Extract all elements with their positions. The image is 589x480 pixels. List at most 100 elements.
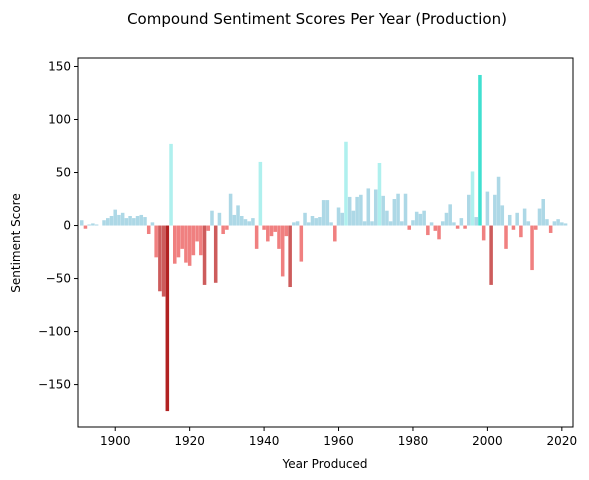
bar-1903 — [124, 218, 129, 226]
bar-2012 — [530, 225, 534, 271]
bar-1948 — [292, 222, 296, 226]
bar-2015 — [541, 199, 545, 226]
y-tick-label: 100 — [48, 113, 71, 127]
bar-1993 — [459, 218, 464, 226]
bar-2016 — [545, 219, 549, 226]
bar-1992 — [455, 225, 460, 229]
bar-1925 — [206, 225, 211, 231]
bar-1973 — [385, 210, 389, 226]
bar-1986 — [433, 225, 438, 231]
bar-1933 — [236, 205, 240, 226]
bar-1976 — [396, 193, 400, 226]
bar-1957 — [325, 200, 330, 226]
bar-2006 — [507, 214, 512, 226]
bar-1944 — [277, 225, 281, 249]
bar-1912 — [158, 225, 162, 292]
bar-2020 — [560, 222, 564, 226]
y-tick-label: −100 — [38, 325, 71, 339]
bar-1895 — [94, 224, 99, 226]
bar-1984 — [426, 225, 430, 236]
x-tick-label: 1960 — [323, 434, 354, 448]
bar-1989 — [444, 212, 449, 226]
bar-1916 — [172, 225, 177, 264]
bar-1905 — [132, 218, 136, 226]
bar-1966 — [359, 194, 363, 226]
bar-2007 — [511, 225, 516, 230]
bar-1911 — [154, 225, 158, 258]
y-tick-label: 150 — [48, 59, 71, 73]
bar-1960 — [336, 207, 341, 226]
y-tick-label: −50 — [46, 272, 71, 286]
bar-1928 — [217, 212, 222, 226]
bar-1994 — [463, 225, 467, 229]
bar-1951 — [303, 212, 307, 226]
bar-1908 — [143, 217, 147, 226]
plot-frame — [77, 57, 574, 428]
bar-1921 — [191, 225, 196, 256]
bar-1990 — [448, 204, 452, 226]
bar-2010 — [522, 208, 527, 226]
bar-1922 — [195, 225, 199, 242]
x-tick-label: 2000 — [472, 434, 503, 448]
bar-1892 — [83, 225, 88, 229]
bar-1904 — [128, 215, 132, 226]
bar-2000 — [485, 191, 490, 226]
x-tick-label: 1900 — [100, 434, 131, 448]
bar-2011 — [526, 221, 531, 226]
x-tick-label: 1940 — [249, 434, 280, 448]
bar-2009 — [519, 225, 523, 238]
bar-1983 — [422, 210, 426, 226]
bar-1907 — [139, 214, 144, 226]
bar-2021 — [563, 223, 568, 226]
bar-2019 — [556, 219, 560, 226]
bar-2017 — [548, 225, 553, 233]
bar-1910 — [150, 222, 155, 226]
bar-1939 — [258, 161, 263, 226]
bar-1997 — [474, 217, 479, 226]
bar-1970 — [373, 189, 378, 226]
bar-1942 — [269, 225, 274, 237]
bar-1919 — [184, 225, 188, 263]
bar-1981 — [414, 211, 419, 226]
y-tick-label: −150 — [38, 378, 71, 392]
bar-1897 — [102, 220, 106, 226]
bar-1974 — [388, 221, 393, 226]
bar-1962 — [344, 141, 348, 226]
bar-1927 — [213, 225, 218, 283]
y-tick-label: 0 — [63, 219, 71, 233]
bar-1977 — [400, 221, 404, 226]
bar-1998 — [478, 74, 482, 226]
bar-1943 — [273, 225, 278, 232]
bar-1975 — [392, 199, 397, 226]
bar-1932 — [232, 214, 237, 226]
bar-1996 — [470, 171, 475, 226]
bar-1958 — [329, 222, 333, 226]
bar-1913 — [161, 225, 166, 297]
bar-2003 — [496, 176, 501, 226]
bar-1971 — [377, 162, 382, 226]
bar-1935 — [243, 219, 248, 226]
y-tick-label: 50 — [56, 166, 71, 180]
x-axis: 1900 1920 1940 1960 1980 2000 2020 — [100, 427, 577, 448]
bar-1940 — [262, 225, 266, 230]
bar-1891 — [79, 220, 84, 226]
chart-title: Compound Sentiment Scores Per Year (Prod… — [127, 10, 507, 28]
bar-1923 — [199, 225, 203, 256]
bar-1929 — [221, 225, 225, 235]
bar-1980 — [411, 220, 415, 226]
x-axis-label: Year Produced — [281, 457, 367, 471]
bar-2013 — [534, 225, 538, 230]
bar-1978 — [403, 193, 408, 226]
bar-1899 — [109, 215, 114, 226]
bar-1901 — [117, 214, 121, 226]
bar-1937 — [251, 218, 255, 226]
bar-1953 — [310, 215, 315, 226]
bar-1963 — [347, 196, 352, 226]
bar-1941 — [266, 225, 270, 242]
bar-1946 — [284, 225, 289, 237]
bar-1956 — [321, 200, 326, 226]
bar-1995 — [467, 194, 471, 226]
bar-1964 — [351, 210, 356, 226]
bar-2018 — [552, 221, 557, 226]
